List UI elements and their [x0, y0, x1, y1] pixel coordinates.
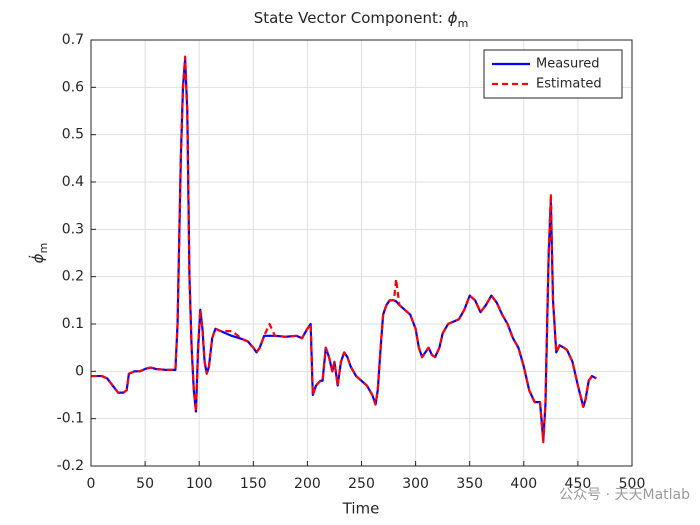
- y-label-subscript: m: [37, 243, 50, 254]
- x-tick-label: 50: [136, 476, 154, 492]
- legend-label: Measured: [536, 57, 600, 72]
- y-label-symbol: ϕ̇: [28, 253, 47, 263]
- y-tick-label: 0.6: [62, 79, 84, 95]
- x-tick-label: 300: [402, 476, 429, 492]
- y-tick-label: 0.4: [62, 174, 84, 190]
- chart-title: State Vector Component: ϕm: [254, 9, 469, 31]
- watermark: 公众号 · 天天Matlab: [559, 487, 690, 503]
- y-tick-label: 0: [75, 363, 84, 379]
- y-tick-label: -0.2: [57, 458, 84, 474]
- title-subscript: m: [458, 17, 469, 30]
- legend-label: Estimated: [536, 77, 602, 92]
- y-tick-label: 0.3: [62, 221, 84, 237]
- y-tick-label: 0.7: [62, 32, 84, 48]
- x-tick-label: 0: [87, 476, 96, 492]
- y-tick-label: 0.1: [62, 316, 84, 332]
- y-axis-label: ϕ̇m: [28, 243, 50, 264]
- lines: [91, 55, 597, 444]
- x-axis-label: Time: [342, 500, 380, 518]
- ticks: 0 50 100 150 200 250 300 350 400 450 500 -0.2 -0.1 0 0…: [57, 32, 646, 492]
- legend-box: [483, 49, 623, 99]
- legend: Measured Estimated: [483, 49, 623, 99]
- x-tick-label: 350: [456, 476, 483, 492]
- y-tick-label: -0.1: [57, 411, 84, 427]
- x-tick-label: 450: [565, 476, 592, 492]
- y-tick-label: 0.2: [62, 269, 84, 285]
- x-tick-label: 250: [348, 476, 375, 492]
- series-line: [91, 55, 597, 444]
- x-tick-label: 500: [619, 476, 646, 492]
- title-symbol: ϕ: [448, 9, 458, 27]
- x-tick-label: 200: [294, 476, 321, 492]
- x-tick-label: 400: [510, 476, 537, 492]
- x-tick-label: 150: [240, 476, 267, 492]
- x-tick-label: 100: [186, 476, 213, 492]
- title-text: State Vector Component:: [254, 9, 448, 27]
- y-tick-label: 0.5: [62, 127, 84, 143]
